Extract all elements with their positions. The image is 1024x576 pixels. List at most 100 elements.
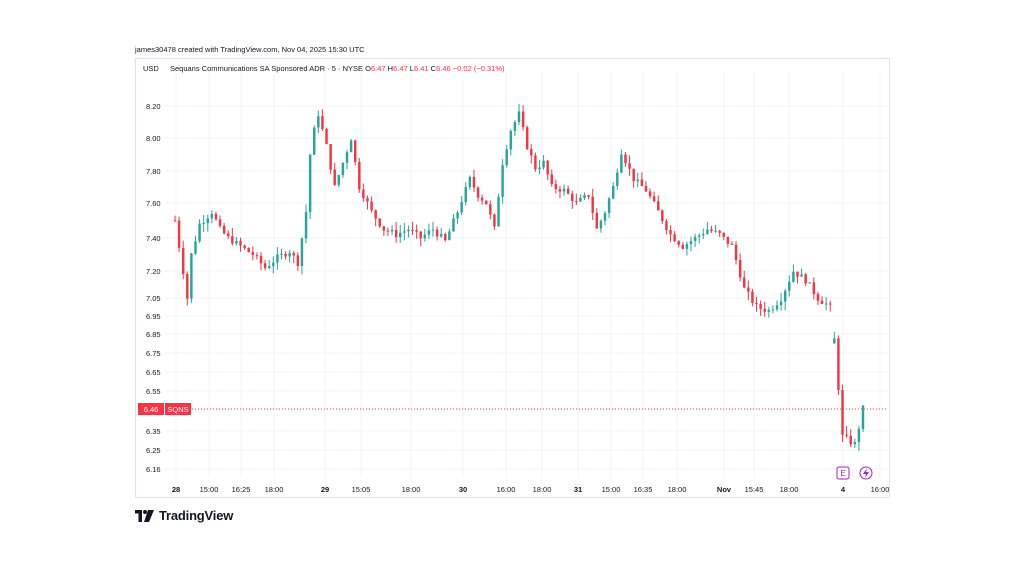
candle-body bbox=[403, 231, 406, 233]
candle-body bbox=[841, 390, 844, 435]
candle-body bbox=[206, 218, 209, 224]
candle-body bbox=[333, 169, 336, 185]
candle-body bbox=[267, 266, 271, 269]
candle-body bbox=[300, 238, 304, 267]
tradingview-logo[interactable]: TradingView bbox=[135, 508, 233, 523]
high-value: 6.47 bbox=[393, 64, 408, 73]
candle-body bbox=[472, 176, 476, 188]
symbol-badge-label: SQNS bbox=[167, 405, 188, 414]
candle-body bbox=[808, 282, 811, 284]
y-tick-label: 7.40 bbox=[146, 234, 161, 243]
candle-body bbox=[616, 172, 619, 186]
candle-body bbox=[661, 210, 664, 222]
candle-body bbox=[341, 162, 345, 176]
candle-body bbox=[210, 213, 214, 219]
y-tick-label: 6.65 bbox=[146, 368, 161, 377]
y-tick-label: 7.80 bbox=[146, 167, 161, 176]
x-tick-label: 16:00 bbox=[497, 485, 516, 494]
candle-body bbox=[636, 179, 639, 182]
candle-body bbox=[288, 253, 291, 257]
x-tick-label: 15:00 bbox=[602, 485, 621, 494]
candle-body bbox=[313, 127, 316, 155]
candle-body bbox=[439, 233, 443, 237]
candle-body bbox=[575, 201, 578, 203]
candle-body bbox=[435, 229, 439, 237]
candle-body bbox=[190, 253, 193, 299]
candle-body bbox=[554, 184, 558, 190]
candle-body bbox=[456, 212, 459, 219]
candle-body bbox=[362, 189, 365, 199]
open-label: O bbox=[365, 64, 371, 73]
y-tick-label: 7.20 bbox=[146, 267, 161, 276]
candle-body bbox=[394, 229, 398, 238]
candle-body bbox=[235, 240, 238, 244]
x-tick-label: Nov bbox=[717, 485, 732, 494]
candle-body bbox=[460, 202, 463, 213]
y-tick-label: 6.95 bbox=[146, 312, 161, 321]
currency-label: USD bbox=[143, 64, 159, 73]
x-tick-label: 18:00 bbox=[402, 485, 421, 494]
candle-body bbox=[652, 196, 656, 202]
candle-body bbox=[853, 442, 857, 445]
candle-body bbox=[669, 230, 672, 235]
candle-body bbox=[202, 223, 205, 225]
x-tick-label: 4 bbox=[841, 485, 846, 494]
change-value: −0.02 (−0.31%) bbox=[452, 64, 505, 73]
candle-body bbox=[214, 213, 218, 220]
candle-body bbox=[399, 232, 402, 238]
candle-body bbox=[247, 247, 250, 253]
low-label: L bbox=[409, 64, 414, 73]
candle-body bbox=[534, 155, 537, 170]
x-tick-label: 16:25 bbox=[232, 485, 251, 494]
candle-body bbox=[845, 434, 848, 436]
candle-body bbox=[218, 219, 222, 226]
candle-body bbox=[812, 282, 816, 294]
high-label: H bbox=[387, 64, 394, 73]
candle-body bbox=[697, 235, 701, 237]
candle-body bbox=[427, 230, 431, 235]
candle-body bbox=[476, 187, 480, 198]
candle-body bbox=[771, 309, 775, 311]
candle-body bbox=[747, 287, 750, 292]
candle-body bbox=[558, 189, 562, 192]
earnings-event-icon-letter: E bbox=[840, 469, 845, 478]
candle-body bbox=[329, 144, 332, 170]
x-tick-label: 16:00 bbox=[871, 485, 890, 494]
open-value: 6.47 bbox=[370, 64, 386, 73]
candle-body bbox=[530, 148, 533, 156]
candle-body bbox=[800, 274, 803, 277]
candle-body bbox=[849, 435, 852, 445]
x-tick-label: 28 bbox=[172, 485, 180, 494]
candle-body bbox=[599, 220, 603, 229]
candle-body bbox=[292, 253, 295, 256]
candle-body bbox=[644, 186, 648, 192]
candle-body bbox=[657, 201, 660, 211]
candle-body bbox=[378, 218, 381, 227]
y-tick-label: 6.25 bbox=[146, 446, 161, 455]
candle-body bbox=[186, 274, 189, 299]
candle-body bbox=[738, 260, 742, 278]
x-tick-label: 15:45 bbox=[745, 485, 764, 494]
candle-body bbox=[415, 230, 418, 232]
candle-body bbox=[251, 252, 255, 256]
candle-body bbox=[595, 212, 599, 229]
symbol-badge bbox=[165, 403, 191, 415]
last-price-value: 6.46 bbox=[144, 405, 159, 414]
candle-body bbox=[374, 210, 377, 219]
candle-body bbox=[591, 196, 594, 213]
candle-body bbox=[222, 225, 226, 234]
candle-body bbox=[280, 253, 283, 255]
candle-body bbox=[763, 308, 766, 312]
x-tick-label: 29 bbox=[321, 485, 329, 494]
candle-body bbox=[538, 167, 541, 170]
candle-body bbox=[513, 122, 517, 131]
candle-body bbox=[444, 233, 447, 241]
candle-body bbox=[181, 247, 185, 275]
candle-body bbox=[857, 429, 861, 443]
candle-body bbox=[759, 304, 762, 309]
candle-body bbox=[308, 154, 312, 213]
candle-body bbox=[452, 218, 455, 232]
candle-body bbox=[628, 163, 631, 169]
candle-body bbox=[550, 174, 553, 185]
